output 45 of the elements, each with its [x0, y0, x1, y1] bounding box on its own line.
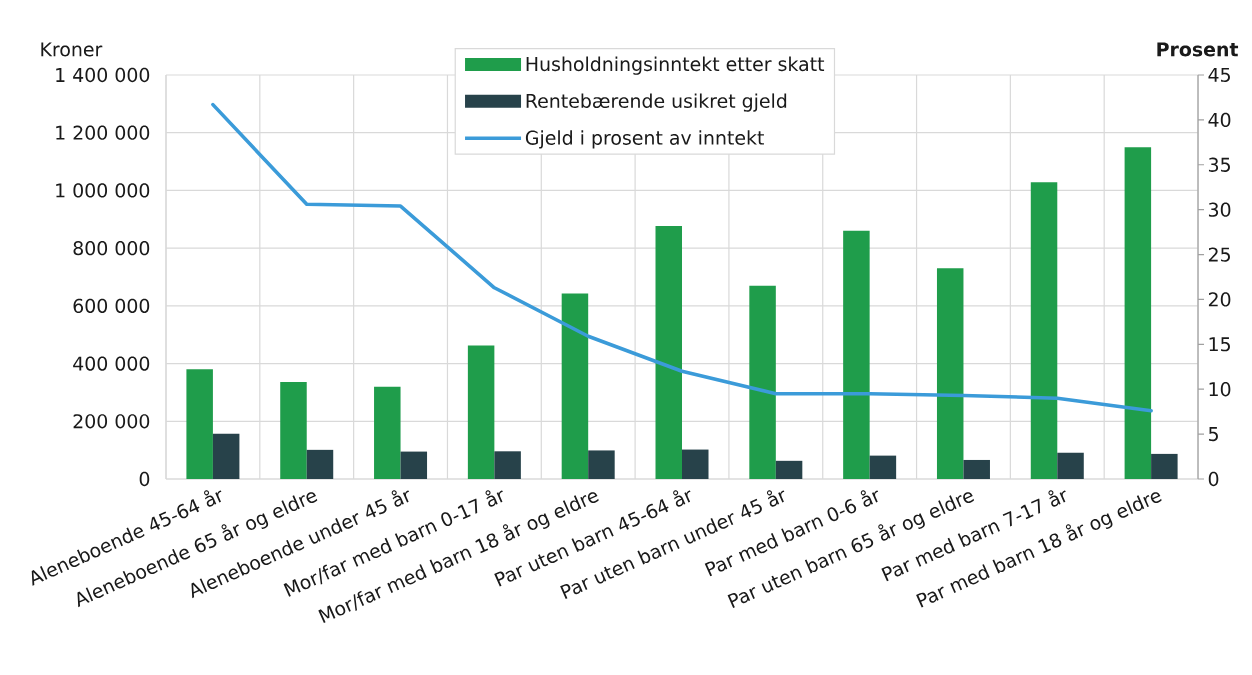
- bar: [561, 293, 589, 479]
- bar: [749, 285, 776, 479]
- y-tick-label: 600 000: [73, 298, 150, 314]
- bar: [1151, 453, 1178, 479]
- y2-tick-label: 30: [1208, 202, 1231, 217]
- y-tick-label: 800 000: [73, 240, 150, 256]
- bar: [682, 449, 709, 479]
- bar: [467, 345, 495, 479]
- y2-tick-label: 10: [1209, 382, 1231, 397]
- bar: [869, 455, 897, 479]
- y2-tick-label: 5: [1208, 427, 1218, 442]
- y-axis-title: Kroner: [41, 42, 103, 57]
- bar: [212, 433, 240, 479]
- y-tick-label: 1 200 000: [56, 125, 150, 140]
- y2-tick-label: 15: [1209, 337, 1230, 352]
- y2-tick-label: 45: [1208, 67, 1230, 83]
- y-tick-label: 1 400 000: [56, 67, 150, 83]
- bar: [843, 230, 870, 479]
- bar: [186, 369, 213, 479]
- legend-label: Gjeld i prosent av inntekt: [525, 130, 764, 149]
- y2-tick-label: 25: [1208, 247, 1230, 262]
- y2-tick-label: 35: [1208, 157, 1230, 172]
- y2-tick-label: 20: [1208, 292, 1231, 307]
- bar: [963, 459, 990, 479]
- bar: [400, 451, 428, 479]
- bar: [1030, 182, 1058, 479]
- bar: [374, 386, 401, 479]
- bar: [1124, 147, 1152, 479]
- y-tick-label: 1 000 000: [56, 183, 150, 198]
- bar: [306, 449, 334, 479]
- y-tick-label: 400 000: [73, 356, 150, 371]
- y2-tick-label: 40: [1208, 112, 1231, 128]
- y-tick-label: 0: [139, 471, 150, 487]
- bar: [494, 451, 521, 479]
- bar: [775, 460, 803, 479]
- bar: [588, 450, 615, 479]
- bar: [936, 268, 964, 479]
- bar: [1057, 452, 1084, 479]
- y2-axis-title: Prosent: [1157, 42, 1239, 57]
- bar: [655, 225, 682, 479]
- bar: [280, 382, 307, 479]
- y-tick-label: 200 000: [73, 414, 150, 429]
- legend-label: Rentebærende usikret gjeld: [526, 93, 787, 112]
- legend-label: Husholdningsinntekt etter skatt: [526, 56, 825, 75]
- y2-tick-label: 0: [1208, 471, 1219, 487]
